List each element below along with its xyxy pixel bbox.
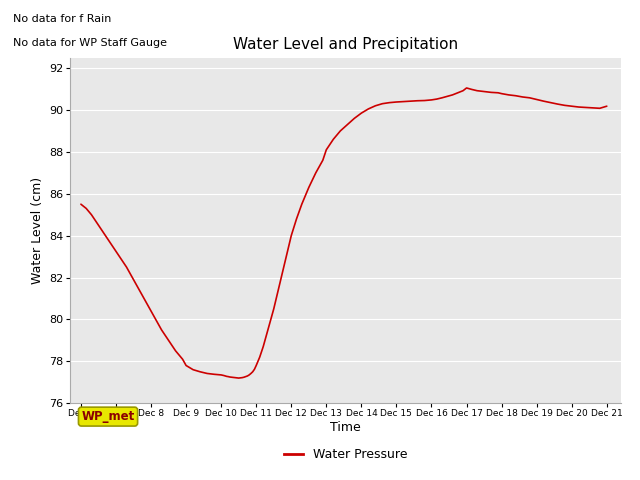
Text: No data for WP Staff Gauge: No data for WP Staff Gauge <box>13 38 167 48</box>
Text: No data for f Rain: No data for f Rain <box>13 14 111 24</box>
Y-axis label: Water Level (cm): Water Level (cm) <box>31 177 44 284</box>
Legend: Water Pressure: Water Pressure <box>279 443 412 466</box>
Title: Water Level and Precipitation: Water Level and Precipitation <box>233 37 458 52</box>
Text: WP_met: WP_met <box>81 410 134 423</box>
X-axis label: Time: Time <box>330 420 361 433</box>
